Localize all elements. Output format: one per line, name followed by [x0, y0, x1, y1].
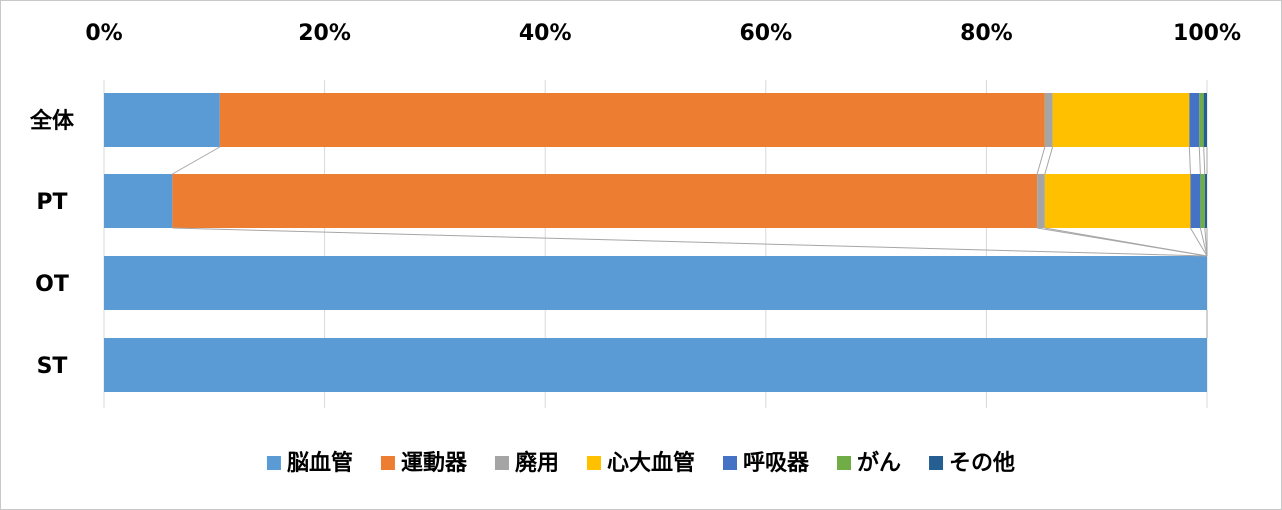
series-line: [1188, 146, 1191, 175]
category-labels: 全体 PT OT ST: [29, 108, 75, 379]
legend-swatch-運動器: [380, 456, 395, 470]
bar-ST-脳血管: [104, 338, 1207, 392]
category-label: 全体: [29, 108, 75, 134]
bar-全体-がん: [1199, 93, 1204, 147]
bar-PT-その他: [1204, 174, 1207, 228]
bar-全体-運動器: [219, 93, 1045, 147]
bar-PT-がん: [1200, 174, 1205, 228]
series-line: [1036, 146, 1046, 175]
series-line: [1044, 146, 1054, 175]
x-tick-label: 100%: [1173, 21, 1241, 46]
x-tick-label: 40%: [519, 21, 572, 46]
bar-PT-脳血管: [104, 174, 173, 228]
legend-label: 呼吸器: [743, 451, 810, 476]
series-line: [1203, 146, 1206, 175]
x-tick-label: 20%: [298, 21, 351, 46]
legend-swatch-脳血管: [266, 456, 281, 470]
bar-PT-呼吸器: [1190, 174, 1201, 228]
x-tick-label: 60%: [739, 21, 792, 46]
series-line: [1199, 227, 1208, 257]
series-lines: [172, 146, 1208, 338]
legend-swatch-その他: [929, 456, 944, 470]
bar-全体-脳血管: [104, 93, 220, 147]
legend-label: その他: [949, 451, 1015, 476]
category-label: PT: [36, 190, 67, 215]
series-line: [1044, 227, 1208, 257]
series-line: [1198, 146, 1201, 175]
legend-label: 廃用: [515, 450, 559, 476]
legend-label: がん: [857, 450, 901, 476]
bars: [104, 93, 1207, 392]
series-line: [172, 146, 221, 175]
x-tick-label: 0%: [85, 21, 122, 46]
bar-全体-心大血管: [1052, 93, 1190, 147]
legend-label: 運動器: [401, 451, 468, 476]
bar-PT-運動器: [172, 174, 1038, 228]
bar-全体-呼吸器: [1189, 93, 1200, 147]
series-line: [1190, 227, 1208, 257]
series-line: [172, 227, 1208, 257]
category-label: OT: [35, 272, 69, 297]
bar-全体-廃用: [1044, 93, 1053, 147]
legend-label: 心大血管: [607, 450, 695, 476]
legend-swatch-がん: [837, 456, 852, 470]
bar-OT-脳血管: [104, 256, 1207, 310]
legend-swatch-廃用: [494, 456, 509, 470]
legend-swatch-心大血管: [586, 456, 601, 470]
legend-swatch-呼吸器: [723, 456, 738, 470]
bar-PT-心大血管: [1044, 174, 1191, 228]
category-label: ST: [37, 354, 68, 379]
legend: 脳血管 運動器 廃用 心大血管 呼吸器 がん その他: [266, 450, 1015, 476]
x-tick-label: 80%: [960, 21, 1013, 46]
bar-全体-その他: [1203, 93, 1207, 147]
x-tick-labels: 0% 20% 40% 60% 80% 100%: [85, 21, 1241, 46]
legend-label: 脳血管: [287, 450, 353, 476]
bar-PT-廃用: [1037, 174, 1045, 228]
